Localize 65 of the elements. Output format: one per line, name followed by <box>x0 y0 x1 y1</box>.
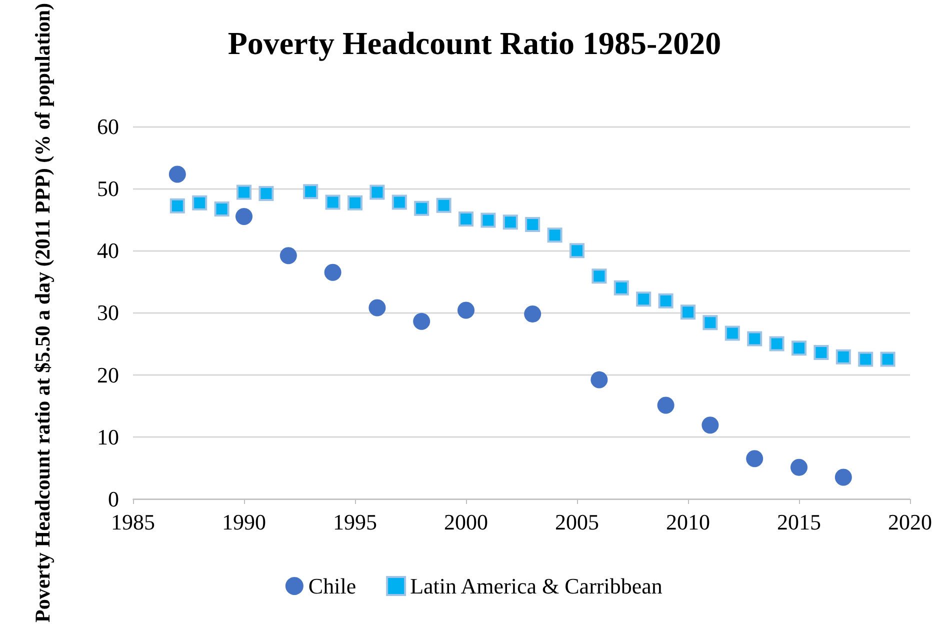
point <box>836 349 851 364</box>
point <box>236 184 252 200</box>
point <box>570 243 584 258</box>
point <box>880 352 896 367</box>
chart-title: Poverty Headcount Ratio 1985-2020 <box>228 25 722 61</box>
x-tick-label: 1990 <box>222 510 266 534</box>
x-tick-label: 2010 <box>666 510 710 534</box>
y-axis-title: Poverty Headcount ratio at $5.50 a day (2011 PPP) (% of population) <box>30 2 54 622</box>
point <box>614 280 629 296</box>
x-tick-label: 1985 <box>111 510 155 534</box>
legend-label: Chile <box>308 574 356 598</box>
point <box>814 344 829 360</box>
point <box>769 336 784 352</box>
y-tick-label: 60 <box>97 114 119 139</box>
y-tick-label: 30 <box>97 300 119 326</box>
point <box>436 198 452 213</box>
x-tick-label: 2020 <box>888 510 932 534</box>
point <box>724 326 740 341</box>
point <box>458 302 474 319</box>
point <box>392 194 407 210</box>
legend-label: Latin America & Carribbean <box>410 574 662 598</box>
point <box>368 299 386 316</box>
point <box>480 212 496 228</box>
point <box>458 211 474 226</box>
point <box>258 186 274 202</box>
x-tick-label: 2000 <box>444 510 488 534</box>
point <box>702 315 718 330</box>
y-tick-label: 0 <box>108 486 119 512</box>
point <box>746 450 764 468</box>
x-tick-label: 2005 <box>555 510 599 534</box>
point <box>413 312 430 330</box>
point <box>747 331 762 346</box>
point <box>858 352 874 367</box>
point <box>524 305 542 322</box>
y-tick-label: 10 <box>97 424 119 450</box>
point <box>280 247 297 264</box>
point <box>834 468 852 486</box>
point <box>680 304 696 320</box>
point <box>370 184 385 200</box>
point <box>547 228 562 243</box>
point <box>168 166 186 183</box>
point <box>636 292 652 307</box>
point <box>236 208 252 225</box>
point <box>592 268 607 284</box>
point <box>790 458 808 476</box>
point <box>702 416 719 434</box>
x-tick-label: 2015 <box>777 510 821 534</box>
point <box>414 200 430 216</box>
y-tick-label: 50 <box>97 176 119 202</box>
point <box>658 293 674 308</box>
point <box>170 198 185 214</box>
y-tick-label: 40 <box>97 238 119 264</box>
x-tick-label: 1995 <box>333 510 377 534</box>
point <box>525 217 540 232</box>
point <box>590 371 608 388</box>
point <box>303 184 318 200</box>
point <box>214 202 230 217</box>
point <box>324 264 342 281</box>
point <box>325 194 340 210</box>
y-tick-label: 20 <box>97 362 119 388</box>
point <box>792 340 806 356</box>
point <box>502 214 518 230</box>
point <box>192 195 208 210</box>
point <box>657 396 674 414</box>
point <box>348 195 362 210</box>
